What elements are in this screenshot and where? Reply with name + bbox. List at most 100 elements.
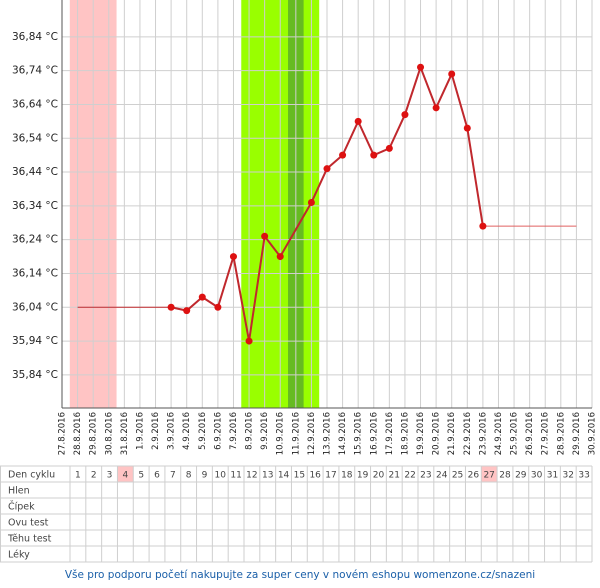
x-tick-label: 15.9.2016: [354, 412, 364, 455]
y-tick-label: 36,04 °C: [12, 301, 58, 313]
cycle-day: 12: [246, 471, 257, 481]
x-tick-label: 8.9.2016: [245, 412, 255, 450]
x-tick-label: 24.9.2016: [494, 412, 504, 455]
x-tick-label: 28.8.2016: [73, 412, 83, 455]
x-tick-label: 5.9.2016: [198, 412, 208, 450]
cycle-day: 28: [499, 471, 511, 481]
temperature-point: [385, 144, 393, 152]
x-tick-label: 27.8.2016: [58, 412, 68, 455]
cycle-day: 31: [547, 471, 558, 481]
x-tick-label: 29.9.2016: [572, 412, 582, 455]
cycle-day: 18: [341, 471, 353, 481]
x-tick-label: 23.9.2016: [478, 412, 488, 455]
cycle-day: 6: [154, 471, 160, 481]
temperature-line: [170, 64, 484, 342]
y-tick-label: 36,34 °C: [12, 200, 58, 212]
cycle-day: 23: [420, 471, 431, 481]
temperature-point: [339, 151, 347, 159]
x-tick-label: 13.9.2016: [323, 412, 333, 455]
temperature-point: [229, 253, 237, 261]
row-label: Hlen: [8, 486, 30, 497]
temperature-point: [323, 165, 331, 173]
cycle-day: 25: [452, 471, 463, 481]
y-tick-label: 36,14 °C: [12, 267, 58, 279]
cycle-day: 17: [325, 471, 336, 481]
x-tick-label: 6.9.2016: [213, 412, 223, 450]
cycle-day: 32: [563, 471, 574, 481]
temperature-point: [245, 337, 253, 345]
footer-link[interactable]: Vše pro podporu početí nakupujte za supe…: [65, 569, 535, 581]
x-tick-label: 22.9.2016: [463, 412, 473, 455]
y-tick-label: 36,64 °C: [12, 98, 58, 110]
cycle-day: 16: [309, 471, 321, 481]
y-tick-label: 36,24 °C: [12, 234, 58, 246]
x-tick-label: 29.8.2016: [89, 412, 99, 455]
x-tick-label: 12.9.2016: [307, 412, 317, 455]
x-tick-label: 21.9.2016: [447, 412, 457, 455]
cycle-day: 8: [186, 471, 192, 481]
x-tick-label: 19.9.2016: [416, 412, 426, 455]
temperature-point: [198, 293, 206, 301]
cycle-day: 11: [230, 471, 241, 481]
x-tick-label: 2.9.2016: [151, 412, 161, 450]
y-tick-label: 35,84 °C: [12, 369, 58, 381]
cycle-day: 29: [515, 471, 527, 481]
cycle-day: 14: [278, 471, 290, 481]
row-label: Léky: [8, 550, 30, 561]
x-tick-label: 20.9.2016: [432, 412, 442, 455]
x-tick-label: 10.9.2016: [276, 412, 286, 455]
row-label: Těhu test: [7, 534, 52, 545]
x-tick-label: 27.9.2016: [541, 412, 551, 455]
cycle-day: 5: [138, 471, 144, 481]
x-tick-label: 30.9.2016: [588, 412, 598, 455]
temperature-point: [276, 253, 284, 261]
cycle-day: 26: [468, 471, 480, 481]
x-tick-label: 11.9.2016: [291, 412, 301, 455]
temperature-point: [167, 303, 175, 311]
temperature-point: [307, 198, 315, 206]
x-tick-label: 3.9.2016: [167, 412, 177, 450]
cycle-day: 21: [389, 471, 400, 481]
temperature-point: [401, 111, 409, 119]
y-tick-label: 36,74 °C: [12, 65, 58, 77]
highlight-cell: [481, 466, 498, 482]
cycle-day: 3: [107, 471, 113, 481]
x-tick-label: 26.9.2016: [525, 412, 535, 455]
cycle-day: 27: [483, 471, 494, 481]
cycle-day: 10: [215, 471, 227, 481]
cycle-day: 19: [357, 471, 369, 481]
y-tick-label: 36,54 °C: [12, 132, 58, 144]
x-tick-label: 17.9.2016: [385, 412, 395, 455]
x-tick-label: 31.8.2016: [120, 412, 130, 455]
cycle-day: 13: [262, 471, 273, 481]
temperature-point: [370, 151, 378, 159]
x-tick-label: 28.9.2016: [556, 412, 566, 455]
cycle-day: 22: [404, 471, 415, 481]
cycle-day: 15: [294, 471, 305, 481]
temperature-point: [432, 104, 440, 112]
x-tick-label: 4.9.2016: [182, 412, 192, 450]
highlight-cell: [117, 466, 134, 482]
cycle-day: 20: [373, 471, 385, 481]
cycle-day: 30: [531, 471, 543, 481]
y-tick-label: 36,84 °C: [12, 31, 58, 43]
temperature-point: [354, 117, 362, 125]
x-tick-label: 16.9.2016: [369, 412, 379, 455]
cycle-day: 1: [75, 471, 81, 481]
temperature-point: [214, 303, 222, 311]
y-tick-label: 35,94 °C: [12, 335, 58, 347]
temperature-point: [463, 124, 471, 132]
temperature-point: [448, 70, 456, 78]
temperature-point: [479, 222, 487, 230]
table-header: Den cyklu: [8, 470, 55, 481]
x-tick-label: 9.9.2016: [260, 412, 270, 450]
x-tick-label: 25.9.2016: [510, 412, 520, 455]
x-tick-label: 14.9.2016: [338, 412, 348, 455]
x-tick-label: 30.8.2016: [104, 412, 114, 455]
temperature-point: [417, 63, 425, 71]
cycle-day: 33: [578, 471, 589, 481]
cycle-day: 24: [436, 471, 448, 481]
x-tick-label: 1.9.2016: [135, 412, 145, 450]
cycle-day: 4: [122, 471, 128, 481]
y-tick-label: 36,44 °C: [12, 166, 58, 178]
